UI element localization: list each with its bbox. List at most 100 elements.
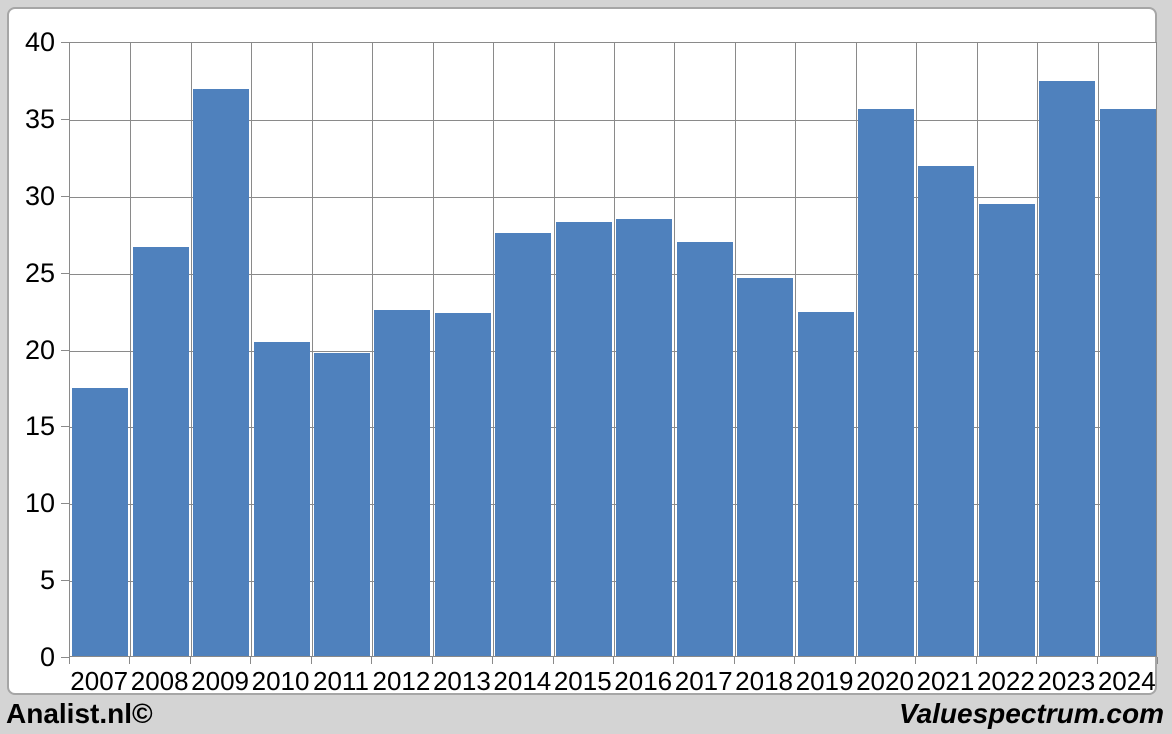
y-axis-tick [61, 42, 69, 43]
gridline-h-5 [70, 581, 1156, 583]
gridline-v [251, 43, 252, 656]
x-axis-tick [1097, 657, 1098, 664]
x-axis-label-2020: 2020 [856, 666, 914, 696]
gridline-v [977, 43, 978, 656]
x-axis-label-2021: 2021 [916, 666, 975, 696]
bar-2017 [676, 242, 733, 656]
y-axis-label-10: 10 [24, 488, 55, 519]
y-axis-label-35: 35 [24, 103, 55, 134]
gridline-v [130, 43, 131, 656]
x-axis-label-2010: 2010 [251, 666, 310, 696]
x-axis-label-2017: 2017 [674, 666, 733, 696]
y-axis-tick [61, 503, 69, 505]
footer-right-brand: Valuespectrum.com [898, 698, 1164, 729]
gridline-v [433, 43, 434, 656]
x-axis-label-2007: 2007 [70, 666, 129, 696]
gridline-h-10 [70, 504, 1156, 506]
x-axis-label-2012: 2012 [372, 666, 431, 696]
gridline-v [856, 43, 857, 656]
y-axis-label-25: 25 [24, 257, 55, 288]
x-axis-tick [855, 657, 856, 664]
x-axis-label-2013: 2013 [432, 666, 491, 696]
bar-2010 [253, 342, 310, 656]
y-axis-label-15: 15 [24, 411, 55, 442]
x-axis-tick [553, 657, 554, 664]
x-axis-label-2018: 2018 [735, 666, 794, 696]
x-axis-tick [432, 657, 433, 664]
y-axis-tick [61, 272, 69, 274]
gridline-v [735, 43, 736, 656]
gridline-h-30 [70, 196, 1156, 198]
y-axis-label-30: 30 [24, 180, 55, 211]
gridline-v [795, 43, 796, 656]
gridline-v [493, 43, 494, 656]
bar-2019 [797, 311, 854, 656]
gridline-v [191, 43, 192, 656]
bar-2009 [193, 88, 250, 656]
x-axis-tick [613, 657, 614, 664]
x-axis-tick [69, 657, 70, 664]
x-axis-tick [1157, 657, 1158, 664]
gridline-h-35 [70, 119, 1156, 121]
x-axis-label-2011: 2011 [313, 666, 369, 696]
gridline-h-15 [70, 427, 1156, 429]
y-axis-tick [61, 195, 69, 197]
x-axis-tick [129, 657, 130, 664]
gridline-v [614, 43, 615, 656]
gridline-v [674, 43, 675, 656]
y-axis-tick [61, 657, 69, 658]
footer: Analist.nl© Valuespectrum.com [0, 696, 1172, 734]
x-axis-label-2024: 2024 [1097, 666, 1156, 696]
plot-area [69, 42, 1157, 657]
gridline-v [554, 43, 555, 656]
y-axis-label-20: 20 [24, 334, 55, 365]
x-axis-tick [794, 657, 795, 664]
bar-2020 [858, 108, 914, 656]
x-axis-tick [976, 657, 977, 664]
gridline-v [1037, 43, 1038, 656]
bar-2011 [314, 353, 370, 656]
x-axis-label-2019: 2019 [795, 666, 854, 696]
x-axis-label-2014: 2014 [493, 666, 552, 696]
gridline-v [1098, 43, 1099, 656]
gridline-v [372, 43, 373, 656]
bar-2023 [1039, 80, 1096, 656]
x-axis-tick [915, 657, 916, 664]
bar-2007 [72, 388, 129, 656]
y-axis-label-5: 5 [39, 565, 55, 596]
bar-2016 [616, 219, 673, 656]
x-axis-tick [734, 657, 735, 664]
bar-2021 [918, 165, 975, 656]
y-axis-tick [61, 118, 69, 120]
bar-2024 [1099, 108, 1156, 656]
x-axis-label-2015: 2015 [553, 666, 612, 696]
y-axis-label-40: 40 [24, 27, 55, 57]
x-axis-tick [673, 657, 674, 664]
y-axis-tick [61, 580, 69, 582]
bar-2008 [132, 247, 189, 656]
bar-2012 [374, 310, 431, 656]
bar-2015 [555, 222, 612, 656]
gridline-v [916, 43, 917, 656]
y-axis-label-0: 0 [39, 642, 55, 672]
x-axis-tick [1036, 657, 1037, 664]
x-axis-tick [190, 657, 191, 664]
gridline-h-25 [70, 273, 1156, 275]
x-axis-tick [311, 657, 312, 664]
y-axis-tick [61, 426, 69, 428]
bar-2013 [434, 313, 491, 656]
footer-left-brand: Analist.nl© [6, 698, 153, 729]
bar-2014 [495, 233, 552, 656]
x-axis-label-2009: 2009 [191, 666, 250, 696]
x-axis-label-2023: 2023 [1037, 666, 1096, 696]
x-axis-label-2016: 2016 [614, 666, 673, 696]
bar-2018 [737, 277, 794, 656]
x-axis-tick [371, 657, 372, 664]
x-axis-label-2022: 2022 [976, 666, 1035, 696]
bar-2022 [978, 203, 1035, 656]
y-axis-tick [61, 349, 69, 351]
x-axis-tick [250, 657, 251, 664]
x-axis-label-2008: 2008 [130, 666, 189, 696]
gridline-h-20 [70, 350, 1156, 352]
